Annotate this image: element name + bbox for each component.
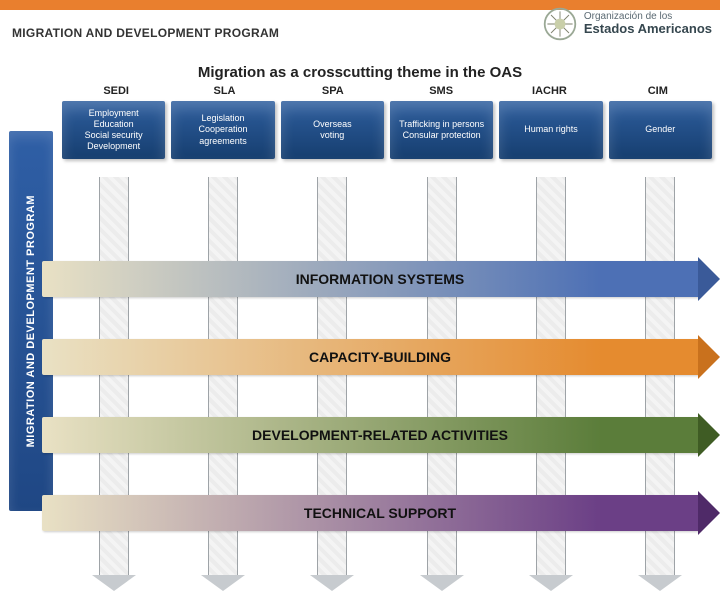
column-box-line: Trafficking in persons [399, 119, 484, 130]
ribbon-label: CAPACITY-BUILDING [309, 349, 451, 365]
column-header: SEDI [62, 85, 170, 97]
column-header: SMS [387, 85, 495, 97]
column-headers-row: SEDISLASPASMSIACHRCIM [62, 85, 712, 97]
column-box-line: Employment [89, 108, 139, 119]
column-box-line: Education [94, 119, 134, 130]
column-box-line: Consular protection [403, 130, 481, 141]
column-box-line: Legislation [201, 113, 244, 124]
column-box-line: Social security [85, 130, 143, 141]
ribbon: CAPACITY-BUILDING [42, 339, 718, 375]
column-header: SPA [279, 85, 387, 97]
ribbon: INFORMATION SYSTEMS [42, 261, 718, 297]
column-header: CIM [604, 85, 712, 97]
ribbon-label: INFORMATION SYSTEMS [296, 271, 465, 287]
org-name-line2: Estados Americanos [584, 22, 712, 36]
oas-seal-icon [542, 6, 578, 42]
org-logo: Organización de los Estados Americanos [542, 6, 712, 42]
column-box-line: Overseas [313, 119, 352, 130]
org-name: Organización de los Estados Americanos [584, 12, 712, 36]
header: MIGRATION AND DEVELOPMENT PROGRAM Organi… [0, 10, 720, 56]
ribbon-label: TECHNICAL SUPPORT [304, 505, 456, 521]
column-box: Gender [609, 101, 712, 159]
ribbon: DEVELOPMENT-RELATED ACTIVITIES [42, 417, 718, 453]
column-box-line: Human rights [524, 124, 578, 135]
column-header: SLA [170, 85, 278, 97]
ribbon: TECHNICAL SUPPORT [42, 495, 718, 531]
ribbon-label: DEVELOPMENT-RELATED ACTIVITIES [252, 427, 508, 443]
header-title: MIGRATION AND DEVELOPMENT PROGRAM [12, 26, 279, 40]
slide-title: Migration as a crosscutting theme in the… [0, 64, 720, 81]
column-box-line: Cooperation [198, 124, 247, 135]
column-box: LegislationCooperationagreements [171, 101, 274, 159]
column-box-line: Gender [645, 124, 675, 135]
column-boxes-row: EmploymentEducationSocial securityDevelo… [62, 101, 712, 159]
column-box-line: voting [320, 130, 344, 141]
column-box: Trafficking in personsConsular protectio… [390, 101, 493, 159]
column-box: EmploymentEducationSocial securityDevelo… [62, 101, 165, 159]
diagram-area: SEDISLASPASMSIACHRCIM EmploymentEducatio… [62, 85, 712, 159]
column-box-line: agreements [199, 136, 247, 147]
horizontal-ribbons: INFORMATION SYSTEMS CAPACITY-BUILDING DEVE… [42, 261, 718, 573]
sidebar-label: MIGRATION AND DEVELOPMENT PROGRAM [25, 195, 37, 447]
column-box-line: Development [87, 141, 140, 152]
column-box: Overseasvoting [281, 101, 384, 159]
column-header: IACHR [495, 85, 603, 97]
column-box: Human rights [499, 101, 602, 159]
